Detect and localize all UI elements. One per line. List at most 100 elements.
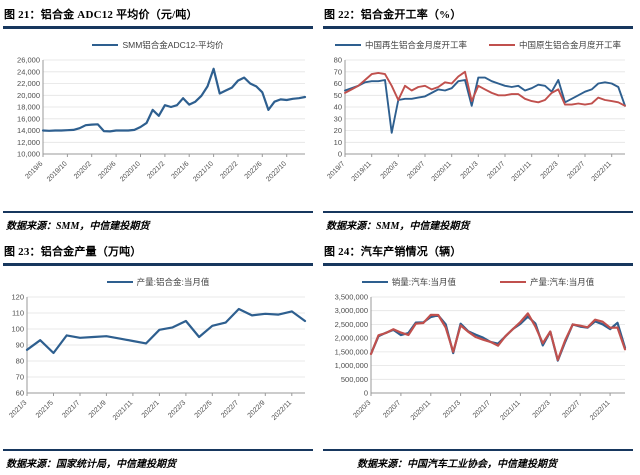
svg-text:2020/10: 2020/10 xyxy=(119,160,142,183)
svg-text:60: 60 xyxy=(334,79,342,88)
legend-label: 产量:铝合金:当月值 xyxy=(136,277,210,287)
svg-text:50: 50 xyxy=(334,91,342,100)
svg-text:2019/7: 2019/7 xyxy=(326,160,346,180)
svg-text:18,000: 18,000 xyxy=(17,103,40,112)
svg-text:2019/10: 2019/10 xyxy=(46,160,69,183)
legend-item: 销量:汽车:当月值 xyxy=(361,276,456,288)
svg-text:2020/3: 2020/3 xyxy=(380,160,400,180)
svg-text:20: 20 xyxy=(334,126,342,135)
svg-text:2021/5: 2021/5 xyxy=(35,399,55,419)
svg-text:22,000: 22,000 xyxy=(17,79,40,88)
legend-item: SMM铝合金ADC12-平均价 xyxy=(92,39,224,51)
svg-text:40: 40 xyxy=(334,103,342,112)
figure-21-legend: SMM铝合金ADC12-平均价 xyxy=(3,39,313,51)
svg-text:2,500,000: 2,500,000 xyxy=(335,320,368,329)
svg-text:2020/3: 2020/3 xyxy=(352,399,372,419)
legend-line-swatch xyxy=(334,43,361,47)
svg-text:90: 90 xyxy=(16,341,24,350)
footer-divider xyxy=(3,449,313,451)
svg-text:24,000: 24,000 xyxy=(17,67,40,76)
figure-23-legend: 产量:铝合金:当月值 xyxy=(3,276,313,288)
figure-21-footer: 数据来源：SMM，中信建投期货 xyxy=(3,211,313,237)
svg-text:70: 70 xyxy=(16,373,24,382)
svg-text:1,000,000: 1,000,000 xyxy=(335,361,368,370)
legend-line-swatch xyxy=(361,280,388,284)
svg-text:2022/3: 2022/3 xyxy=(532,399,552,419)
figure-21-chart-area: 10,000 12,000 14,000 16,000 18,000 20,000 22,0… xyxy=(3,54,313,200)
svg-text:10,000: 10,000 xyxy=(17,150,40,159)
legend-label: 产量:汽车:当月值 xyxy=(530,277,595,287)
svg-text:110: 110 xyxy=(12,309,24,318)
svg-text:20,000: 20,000 xyxy=(17,91,40,100)
data-source-note: 数据来源：中国汽车工业协会，中信建投期货 xyxy=(357,459,557,470)
data-source-note: 数据来源：SMM，中信建投期货 xyxy=(6,221,150,232)
title-divider xyxy=(3,26,313,29)
svg-text:14,000: 14,000 xyxy=(17,126,40,135)
svg-text:0: 0 xyxy=(364,389,368,398)
legend-line-swatch xyxy=(500,280,526,284)
svg-text:3,500,000: 3,500,000 xyxy=(335,293,368,302)
figure-22-footer: 数据来源：SMM，中信建投期货 xyxy=(323,211,633,237)
svg-text:60: 60 xyxy=(16,389,24,398)
figure-23-footer: 数据来源：国家统计局，中信建投期货 xyxy=(3,449,313,475)
svg-text:80: 80 xyxy=(334,56,342,65)
svg-text:2022/3: 2022/3 xyxy=(167,399,187,419)
svg-text:2021/11: 2021/11 xyxy=(112,399,135,422)
svg-text:2022/11: 2022/11 xyxy=(591,160,614,183)
svg-text:2,000,000: 2,000,000 xyxy=(335,334,368,343)
figure-22-legend: 中国再生铝合金月度开工率 中国原生铝合金月度开工率 xyxy=(323,39,633,51)
svg-text:2021/7: 2021/7 xyxy=(486,160,506,180)
svg-text:2021/6: 2021/6 xyxy=(171,160,191,180)
svg-text:2022/9: 2022/9 xyxy=(247,399,267,419)
legend-label: 中国再生铝合金月度开工率 xyxy=(364,40,467,50)
svg-text:70: 70 xyxy=(334,67,342,76)
figure-24-chart-area: 0 500,000 1,000,000 1,500,000 2,000,000 2,500… xyxy=(323,291,633,441)
legend-label: 中国原生铝合金月度开工率 xyxy=(519,40,622,50)
figure-24-footer: 数据来源：中国汽车工业协会，中信建投期货 xyxy=(323,449,633,475)
title-divider xyxy=(3,263,313,266)
svg-text:2022/3: 2022/3 xyxy=(540,160,560,180)
svg-text:2021/3: 2021/3 xyxy=(460,160,480,180)
svg-text:2022/2: 2022/2 xyxy=(219,160,239,180)
svg-text:2020/11: 2020/11 xyxy=(431,160,454,183)
svg-text:30: 30 xyxy=(334,114,342,123)
svg-text:26,000: 26,000 xyxy=(17,56,40,65)
figure-21-title: 图 21：铝合金 ADC12 平均价（元/吨） xyxy=(4,9,198,21)
svg-text:2020/7: 2020/7 xyxy=(382,399,402,419)
svg-text:2020/11: 2020/11 xyxy=(410,399,433,422)
svg-text:500,000: 500,000 xyxy=(341,375,368,384)
legend-line-swatch xyxy=(489,43,515,47)
svg-text:2022/7: 2022/7 xyxy=(562,399,582,419)
svg-text:16,000: 16,000 xyxy=(17,114,40,123)
svg-text:12,000: 12,000 xyxy=(17,138,40,147)
svg-text:100: 100 xyxy=(11,325,24,334)
figure-24-panel: 图 24：汽车产销情况（辆） 销量:汽车:当月值 产量:汽车:当月值 0 500,… xyxy=(320,237,640,475)
svg-text:2022/6: 2022/6 xyxy=(244,160,264,180)
svg-text:2021/9: 2021/9 xyxy=(88,399,108,419)
operating-rate-line-chart: 0 10 20 30 40 50 60 70 80 2019/7 2019/11 2020/3 2020… xyxy=(326,56,626,183)
svg-text:2019/6: 2019/6 xyxy=(24,160,44,180)
svg-text:2020/7: 2020/7 xyxy=(406,160,426,180)
data-source-note: 数据来源：SMM，中信建投期货 xyxy=(326,221,470,232)
svg-text:2022/11: 2022/11 xyxy=(271,399,294,422)
svg-text:2020/6: 2020/6 xyxy=(97,160,117,180)
data-source-note: 数据来源：国家统计局，中信建投期货 xyxy=(6,459,176,470)
footer-divider xyxy=(3,211,313,213)
svg-text:2022/10: 2022/10 xyxy=(265,160,288,183)
svg-text:2019/11: 2019/11 xyxy=(351,160,374,183)
legend-line-swatch xyxy=(106,280,133,284)
auto-production-sales-line-chart: 0 500,000 1,000,000 1,500,000 2,000,000 2,500… xyxy=(335,293,627,422)
legend-label: 销量:汽车:当月值 xyxy=(391,277,456,287)
title-divider xyxy=(323,26,633,29)
legend-item: 产量:汽车:当月值 xyxy=(500,276,594,288)
figure-22-title: 图 22：铝合金开工率（%） xyxy=(324,9,462,21)
adc12-price-line-chart: 10,000 12,000 14,000 16,000 18,000 20,000 22,0… xyxy=(17,56,307,183)
svg-text:10: 10 xyxy=(334,138,342,147)
figure-23-title: 图 23：铝合金产量（万吨） xyxy=(4,246,142,258)
alloy-output-line-chart: 60 70 80 90 100 110 120 2021/3 2021/5 2021/7 2021/… xyxy=(8,293,307,422)
figure-24-legend: 销量:汽车:当月值 产量:汽车:当月值 xyxy=(323,276,633,288)
legend-item: 产量:铝合金:当月值 xyxy=(106,276,210,288)
svg-text:2021/2: 2021/2 xyxy=(146,160,166,180)
svg-text:0: 0 xyxy=(338,150,342,159)
